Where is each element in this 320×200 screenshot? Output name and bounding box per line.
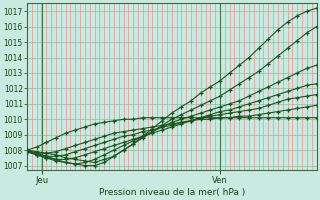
X-axis label: Pression niveau de la mer( hPa ): Pression niveau de la mer( hPa ) bbox=[99, 188, 245, 197]
